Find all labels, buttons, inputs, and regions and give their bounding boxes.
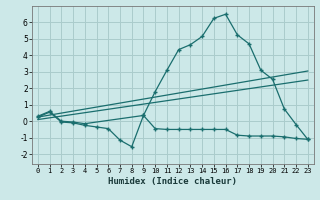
X-axis label: Humidex (Indice chaleur): Humidex (Indice chaleur) bbox=[108, 177, 237, 186]
